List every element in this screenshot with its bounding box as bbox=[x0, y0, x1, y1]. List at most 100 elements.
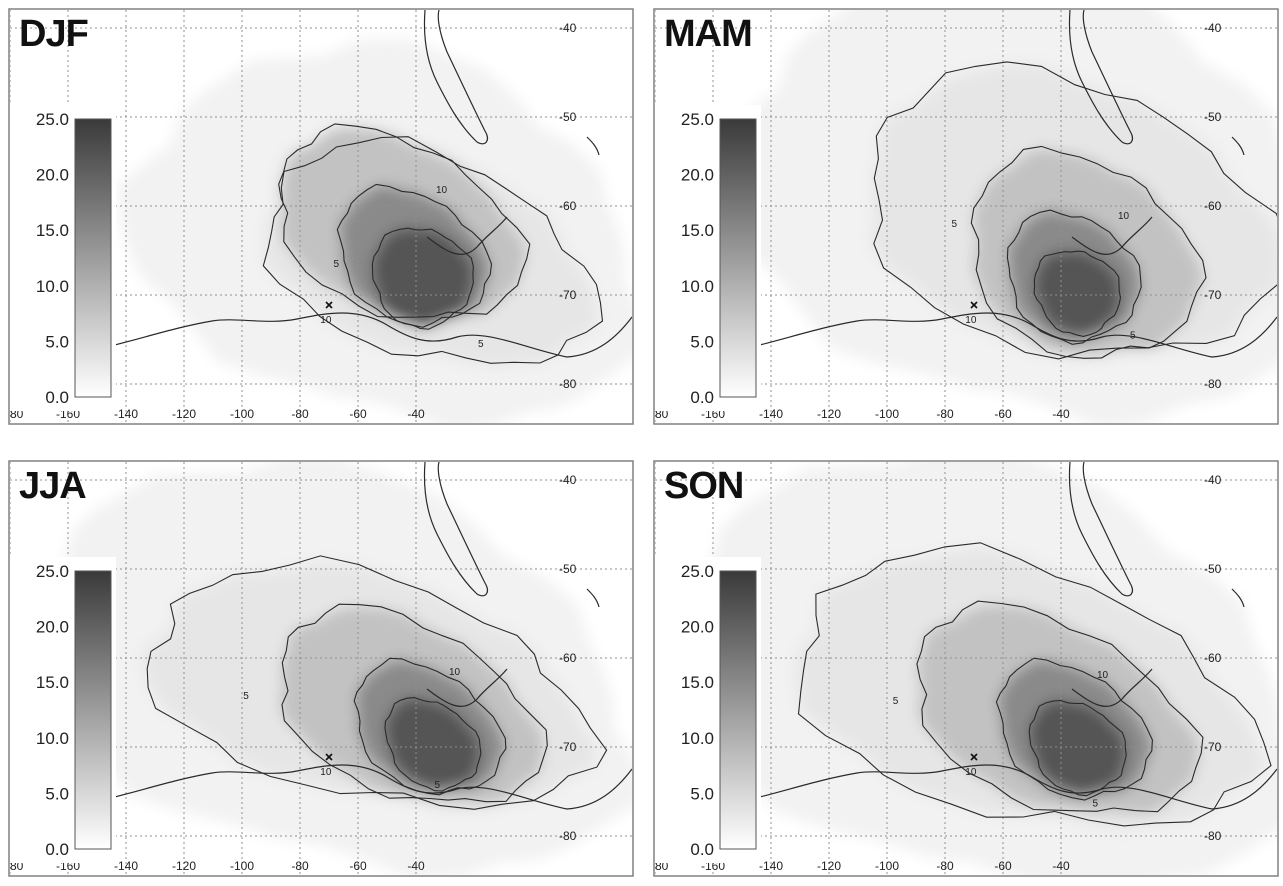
contour-line bbox=[1033, 250, 1122, 337]
south-america-coast bbox=[1068, 10, 1134, 145]
colorbar bbox=[719, 118, 757, 398]
contour-label: 5 bbox=[243, 691, 249, 702]
island-coast bbox=[586, 136, 600, 156]
lon-tick-label: -140 bbox=[759, 859, 783, 873]
lat-tick-label: -40 bbox=[1204, 21, 1222, 35]
lat-tick-label: -80 bbox=[1204, 829, 1222, 843]
contour-label: 5 bbox=[1093, 799, 1099, 810]
panel-title: DJF bbox=[19, 13, 89, 55]
lon-tick-label: -80 bbox=[936, 859, 954, 873]
site-marker bbox=[970, 753, 978, 761]
colorbar-tick-label: 25.0 bbox=[681, 110, 714, 129]
colorbar-tick-label: 0.0 bbox=[45, 840, 69, 859]
contour-label: 10 bbox=[965, 315, 977, 326]
lat-tick-label: -40 bbox=[559, 21, 577, 35]
peninsula-coast bbox=[426, 216, 508, 256]
contour-label: 5 bbox=[893, 696, 899, 707]
lat-tick-label: -40 bbox=[1204, 473, 1222, 487]
peninsula-coast bbox=[1071, 668, 1153, 708]
contour-line bbox=[262, 136, 604, 364]
graticule bbox=[655, 10, 1277, 423]
colorbar-tick-label: 20.0 bbox=[681, 618, 714, 637]
panel-son: 5 5 10 10 80 -160 -140 -120 -100 -80 -60 -40 -40 -50-… bbox=[652, 459, 1280, 878]
map-frame bbox=[8, 460, 634, 877]
colorbar-tick-label: 5.0 bbox=[45, 332, 69, 351]
south-america-coast bbox=[423, 462, 489, 597]
colorbar-tick-label: 10.0 bbox=[36, 277, 69, 296]
panel-title: MAM bbox=[664, 13, 753, 55]
south-america-coast bbox=[1068, 462, 1134, 597]
shade-level bbox=[372, 227, 474, 329]
lon-tick-label: -120 bbox=[817, 859, 841, 873]
antarctic-coast bbox=[655, 764, 1277, 810]
shade-level bbox=[385, 697, 481, 790]
colorbar-tick-label: 20.0 bbox=[681, 166, 714, 185]
panel-jja: 5 5 10 10 80 -160 -140 -120 -100 -80 -60 -40 -40 -50-… bbox=[7, 459, 635, 878]
shaded-field bbox=[716, 10, 1277, 423]
lat-tick-label: -50 bbox=[559, 562, 577, 576]
lat-tick-label: -70 bbox=[559, 288, 577, 302]
lat-tick-label: -70 bbox=[1204, 288, 1222, 302]
south-america-coast bbox=[423, 10, 489, 145]
antarctic-coast bbox=[10, 764, 632, 810]
island-coast bbox=[586, 588, 600, 608]
panel-mam: 5 5 10 10 80 -160 -140 -120 -100 -80 -60 -40 -40 -50-… bbox=[652, 7, 1280, 426]
panel-title: JJA bbox=[19, 465, 87, 507]
map-frame bbox=[653, 8, 1279, 425]
lat-tick-label: -40 bbox=[559, 473, 577, 487]
lon-tick-label: -40 bbox=[407, 407, 425, 421]
lon-tick-label: -100 bbox=[230, 859, 254, 873]
contour-line bbox=[1028, 699, 1127, 797]
contour-line bbox=[353, 657, 507, 796]
lon-tick-label: -40 bbox=[1052, 407, 1070, 421]
lon-tick-label: -100 bbox=[230, 407, 254, 421]
contour-line bbox=[995, 657, 1153, 801]
lon-tick-label: -80 bbox=[291, 859, 309, 873]
lat-tick-label: -60 bbox=[1204, 651, 1222, 665]
contour-line bbox=[281, 603, 548, 803]
colorbar bbox=[74, 118, 112, 398]
contour-line bbox=[146, 555, 608, 810]
lat-tick-label: -50 bbox=[559, 110, 577, 124]
contours bbox=[873, 61, 1277, 360]
lat-tick-label: -80 bbox=[559, 377, 577, 391]
contour-label: 10 bbox=[449, 667, 461, 678]
contour-label: 10 bbox=[1097, 670, 1109, 681]
lat-tick-label: -60 bbox=[559, 651, 577, 665]
colorbar-tick-label: 0.0 bbox=[690, 840, 714, 859]
shade-level bbox=[1034, 250, 1121, 336]
lon-tick-label: -60 bbox=[994, 407, 1012, 421]
colorbar bbox=[719, 570, 757, 850]
site-marker bbox=[970, 301, 978, 309]
colorbar-tick-label: 10.0 bbox=[36, 729, 69, 748]
colorbar-tick-label: 25.0 bbox=[681, 562, 714, 581]
colorbar-tick-label: 15.0 bbox=[36, 673, 69, 692]
colorbar-tick-label: 20.0 bbox=[36, 166, 69, 185]
colorbar-tick-label: 5.0 bbox=[690, 332, 714, 351]
lon-tick-label: -140 bbox=[114, 859, 138, 873]
shaded-field bbox=[117, 38, 632, 423]
panel-djf: 5 5 10 10 80 -160 -140 -120 -100 -80 -60 -40 -40 -50-… bbox=[7, 7, 635, 426]
contour-line bbox=[1006, 209, 1142, 345]
lon-tick-label: -100 bbox=[875, 859, 899, 873]
site-marker bbox=[325, 753, 333, 761]
antarctic-coast bbox=[10, 312, 632, 358]
contour-line bbox=[384, 697, 482, 792]
contour-label: 5 bbox=[435, 780, 441, 791]
colorbar-tick-label: 15.0 bbox=[681, 221, 714, 240]
coastline bbox=[655, 462, 1277, 810]
contour-label: 5 bbox=[1130, 331, 1136, 342]
lon-tick-label: -100 bbox=[875, 407, 899, 421]
contour-label: 10 bbox=[965, 767, 977, 778]
lon-tick-label: -140 bbox=[759, 407, 783, 421]
colorbar-tick-label: 0.0 bbox=[45, 388, 69, 407]
contours bbox=[262, 123, 604, 364]
island-coast bbox=[1231, 588, 1245, 608]
contour-line bbox=[873, 61, 1277, 360]
contour-line bbox=[278, 123, 531, 318]
contour-label: 10 bbox=[1118, 211, 1130, 222]
lon-tick-label: -120 bbox=[817, 407, 841, 421]
